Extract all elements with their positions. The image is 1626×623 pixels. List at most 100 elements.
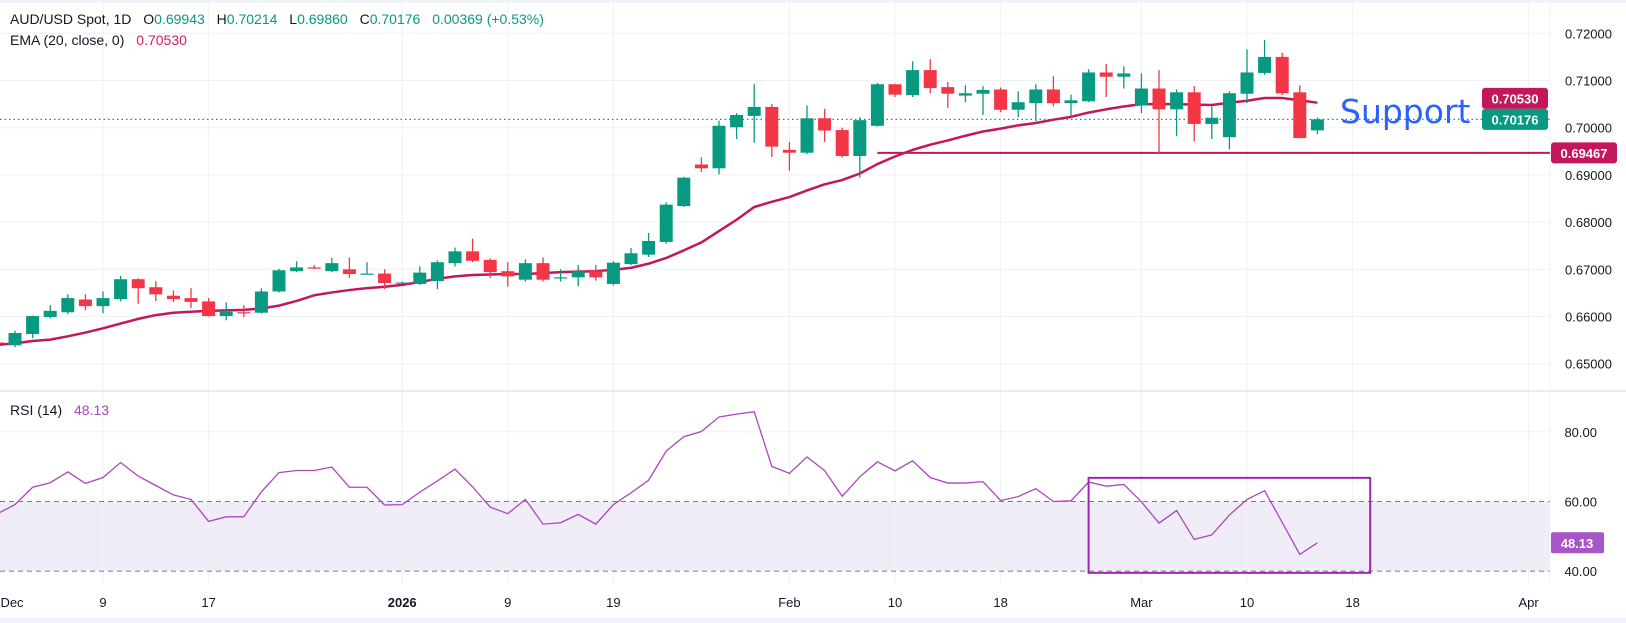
rsi-highlight-box [1087, 476, 1372, 574]
candle-body [307, 267, 321, 269]
candle-body [870, 84, 884, 126]
x-tick-label: 18 [993, 595, 1007, 610]
candle [8, 330, 22, 348]
x-tick-label: 10 [1240, 595, 1254, 610]
x-tick-label: 18 [1345, 595, 1359, 610]
candle-body [1029, 89, 1043, 104]
candle-body [1275, 56, 1289, 94]
x-tick-label: 10 [888, 595, 902, 610]
candle-body [800, 118, 814, 153]
candle-body [290, 267, 304, 272]
candle-body [642, 240, 656, 255]
candle [606, 261, 620, 286]
candle-body [958, 93, 972, 96]
candle [906, 61, 920, 98]
candle [1205, 106, 1219, 140]
rsi-tick-label: 60.00 [1564, 495, 1597, 510]
candle-body [1310, 119, 1324, 131]
close-label: C [359, 11, 370, 27]
candle-body [765, 106, 779, 147]
candle-body [1240, 72, 1254, 94]
candle-body [149, 287, 163, 295]
candle-body [430, 262, 444, 282]
candle [589, 265, 603, 281]
candle-body [518, 263, 532, 280]
ema-legend[interactable]: EMA (20, close, 0) 0.70530 [10, 32, 187, 48]
candle [1152, 70, 1166, 154]
bottom-border [0, 618, 1626, 623]
candle [184, 288, 198, 309]
candle [26, 315, 40, 339]
candle-body [1082, 72, 1096, 102]
x-tick-label: Dec [0, 595, 24, 610]
candle-body [536, 263, 550, 280]
candle [818, 108, 832, 142]
candle [237, 305, 251, 317]
candle-body [1187, 92, 1201, 124]
rsi-legend-label: RSI (14) [10, 402, 63, 418]
candle-body [1293, 92, 1307, 139]
candle [765, 104, 779, 157]
candle [430, 260, 444, 290]
support-price-label: 0.69467 [1561, 146, 1608, 161]
symbol-title: AUD/USD Spot, 1D [10, 11, 132, 27]
candle [1134, 73, 1148, 114]
candle [131, 278, 145, 304]
candle [958, 85, 972, 103]
candle [1046, 76, 1060, 107]
candle-body [853, 120, 867, 157]
price-tick-label: 0.71000 [1565, 74, 1612, 89]
open-value: 0.69943 [154, 11, 205, 27]
candle-body [571, 271, 585, 278]
ema-legend-value: 0.70530 [136, 32, 187, 48]
candle-body [1117, 73, 1131, 77]
candle-body [694, 164, 708, 169]
candle-body [202, 301, 216, 317]
candle [853, 117, 867, 178]
candle-body [219, 311, 233, 317]
x-tick-label: 17 [201, 595, 215, 610]
candle [1082, 69, 1096, 103]
price-tick-label: 0.65000 [1565, 357, 1612, 372]
candle-body [659, 204, 673, 242]
ema-legend-label: EMA (20, close, 0) [10, 32, 125, 48]
candle-body [78, 299, 92, 307]
x-tick-label: 2026 [388, 595, 417, 610]
candle [730, 113, 744, 140]
candle [835, 127, 849, 158]
candle [395, 281, 409, 284]
support-annotation[interactable]: Support [1340, 92, 1471, 131]
candle [413, 266, 427, 285]
candle-body [26, 316, 40, 334]
candle-body [413, 272, 427, 284]
candle-body [554, 277, 568, 279]
candle-body [923, 70, 937, 89]
x-tick-label: Feb [778, 595, 800, 610]
candle [166, 290, 180, 302]
candle-body [730, 114, 744, 128]
candle [1117, 66, 1131, 89]
x-tick-label: 19 [606, 595, 620, 610]
candle-body [43, 310, 57, 317]
close-value: 0.70176 [369, 11, 421, 27]
candle [694, 157, 708, 173]
ema-price-label-box [1482, 87, 1548, 109]
candle [307, 265, 321, 269]
candle [518, 259, 532, 282]
candle [536, 257, 550, 282]
candle [483, 258, 497, 278]
rsi-legend[interactable]: RSI (14) 48.13 [10, 402, 109, 418]
candle [325, 257, 339, 273]
candle-body [712, 125, 726, 169]
candle [254, 288, 268, 314]
candle [976, 86, 990, 115]
candle [61, 294, 75, 315]
high-value: 0.70214 [226, 11, 278, 27]
candle [1240, 49, 1254, 104]
candle [554, 269, 568, 282]
candle [923, 59, 937, 94]
candle-body [96, 298, 110, 307]
candle-body [1046, 89, 1060, 104]
candle [1258, 39, 1272, 75]
